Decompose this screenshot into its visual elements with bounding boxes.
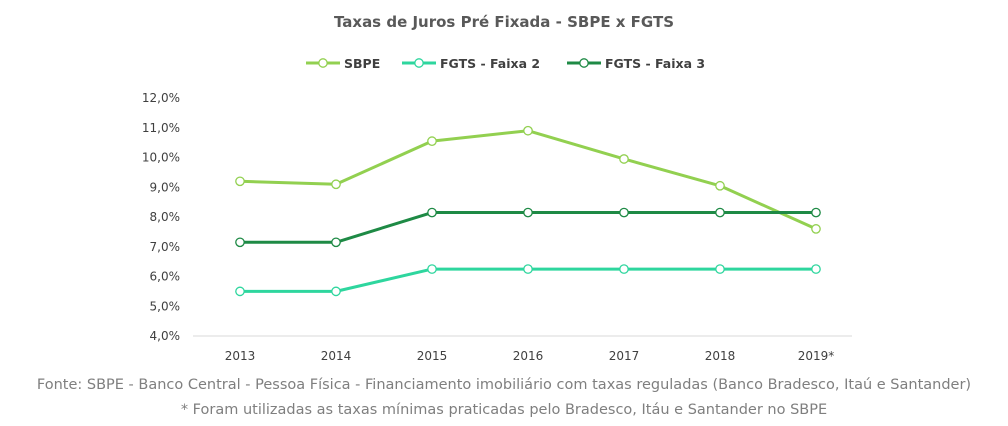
data-point — [811, 207, 821, 218]
y-tick-label: 8,0% — [150, 210, 181, 224]
data-point — [811, 264, 821, 274]
data-point — [235, 176, 245, 187]
legend-marker — [579, 58, 589, 68]
x-tick-label: 2017 — [609, 349, 640, 363]
legend-label: FGTS - Faixa 3 — [605, 56, 705, 71]
data-point — [715, 180, 725, 191]
data-point — [427, 207, 437, 218]
data-point — [715, 207, 725, 218]
chart-legend: SBPE FGTS - Faixa 2 FGTS - Faixa 3 — [306, 56, 705, 71]
y-tick-label: 11,0% — [142, 121, 180, 135]
data-point — [235, 286, 245, 297]
x-tick-label: 2014 — [321, 349, 352, 363]
data-point — [523, 264, 533, 274]
line-chart: Taxas de Juros Pré Fixada - SBPE x FGTS … — [142, 13, 852, 363]
data-point — [331, 286, 341, 297]
legend-label: SBPE — [344, 56, 380, 71]
y-tick-label: 9,0% — [150, 180, 181, 194]
y-tick-label: 12,0% — [142, 91, 180, 105]
series-0 — [235, 125, 821, 234]
footer-source-note: Fonte: SBPE - Banco Central - Pessoa Fís… — [36, 377, 972, 393]
y-tick-label: 5,0% — [150, 299, 181, 313]
x-tick-label: 2013 — [225, 349, 256, 363]
x-tick-label: 2018 — [705, 349, 736, 363]
series-layer — [235, 125, 821, 297]
legend-item: SBPE — [306, 56, 380, 71]
series-2 — [235, 207, 821, 248]
series-1 — [235, 264, 821, 297]
y-tick-label: 6,0% — [150, 270, 181, 284]
legend-item: FGTS - Faixa 3 — [567, 56, 705, 71]
legend-item: FGTS - Faixa 2 — [402, 56, 540, 71]
x-tick-label: 2016 — [513, 349, 544, 363]
data-point — [619, 207, 629, 218]
y-tick-label: 4,0% — [150, 329, 181, 343]
chart-title: Taxas de Juros Pré Fixada - SBPE x FGTS — [334, 13, 674, 31]
data-point — [811, 224, 821, 234]
y-tick-label: 10,0% — [142, 151, 180, 165]
y-tick-label: 7,0% — [150, 240, 181, 254]
footer-footnote: * Foram utilizadas as taxas mínimas prat… — [180, 402, 828, 418]
y-axis-tick-labels: 4,0% 5,0% 6,0% 7,0% 8,0% 9,0% 10,0% 11,0% 12,0% — [142, 91, 180, 343]
data-point — [331, 237, 341, 248]
legend-label: FGTS - Faixa 2 — [440, 56, 540, 71]
data-point — [235, 237, 245, 248]
data-point — [427, 264, 437, 274]
data-point — [619, 264, 629, 274]
x-tick-label: 2015 — [417, 349, 448, 363]
data-point — [715, 264, 725, 274]
data-point — [427, 136, 437, 146]
x-axis-tick-labels: 2013 2014 2015 2016 2017 2018 2019* — [225, 349, 835, 363]
data-point — [619, 154, 629, 164]
x-tick-label: 2019* — [798, 349, 835, 363]
legend-marker — [414, 58, 424, 68]
data-point — [523, 125, 533, 136]
data-point — [331, 179, 341, 190]
data-point — [523, 207, 533, 218]
legend-marker — [318, 58, 328, 68]
